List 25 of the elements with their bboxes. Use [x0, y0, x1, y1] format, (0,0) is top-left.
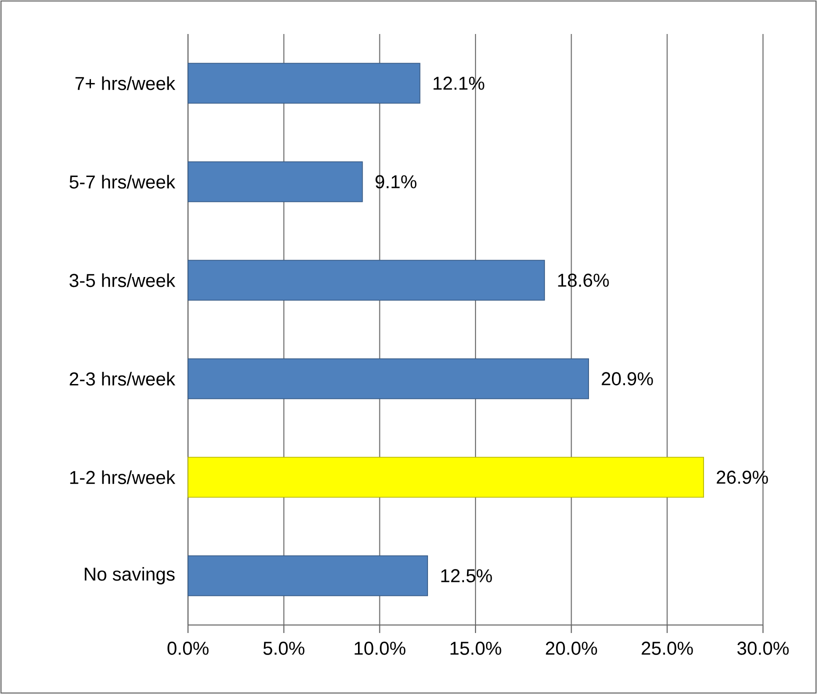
x-tick-label: 20.0%	[546, 642, 598, 655]
bar	[188, 161, 363, 202]
data-label: 12.1%	[434, 76, 484, 90]
y-tick-label: No savings	[84, 567, 175, 584]
bar	[188, 555, 428, 596]
x-tick-label: 5.0%	[263, 642, 304, 655]
bar	[188, 456, 704, 498]
y-tick-label: 1-2 hrs/week	[70, 470, 176, 484]
x-tick-label: 0.0%	[168, 642, 209, 655]
bar	[188, 62, 420, 104]
bar	[188, 358, 589, 400]
x-tick-label: 10.0%	[354, 642, 406, 655]
data-label: 20.9%	[602, 372, 653, 386]
data-label: 9.1%	[376, 175, 416, 188]
y-tick-label: 7+ hrs/week	[75, 76, 176, 90]
x-tick-label: 30.0%	[737, 642, 789, 655]
data-label: 18.6%	[558, 274, 609, 287]
y-tick-label: 5-7 hrs/week	[70, 174, 176, 189]
data-label: 26.9%	[716, 470, 768, 484]
x-tick-label: 15.0%	[450, 642, 502, 655]
bar	[188, 260, 545, 301]
y-tick-label: 2-3 hrs/week	[70, 372, 176, 386]
data-label: 12.5%	[441, 569, 492, 582]
x-tick-label: 25.0%	[642, 642, 693, 655]
y-tick-label: 3-5 hrs/week	[70, 273, 176, 288]
